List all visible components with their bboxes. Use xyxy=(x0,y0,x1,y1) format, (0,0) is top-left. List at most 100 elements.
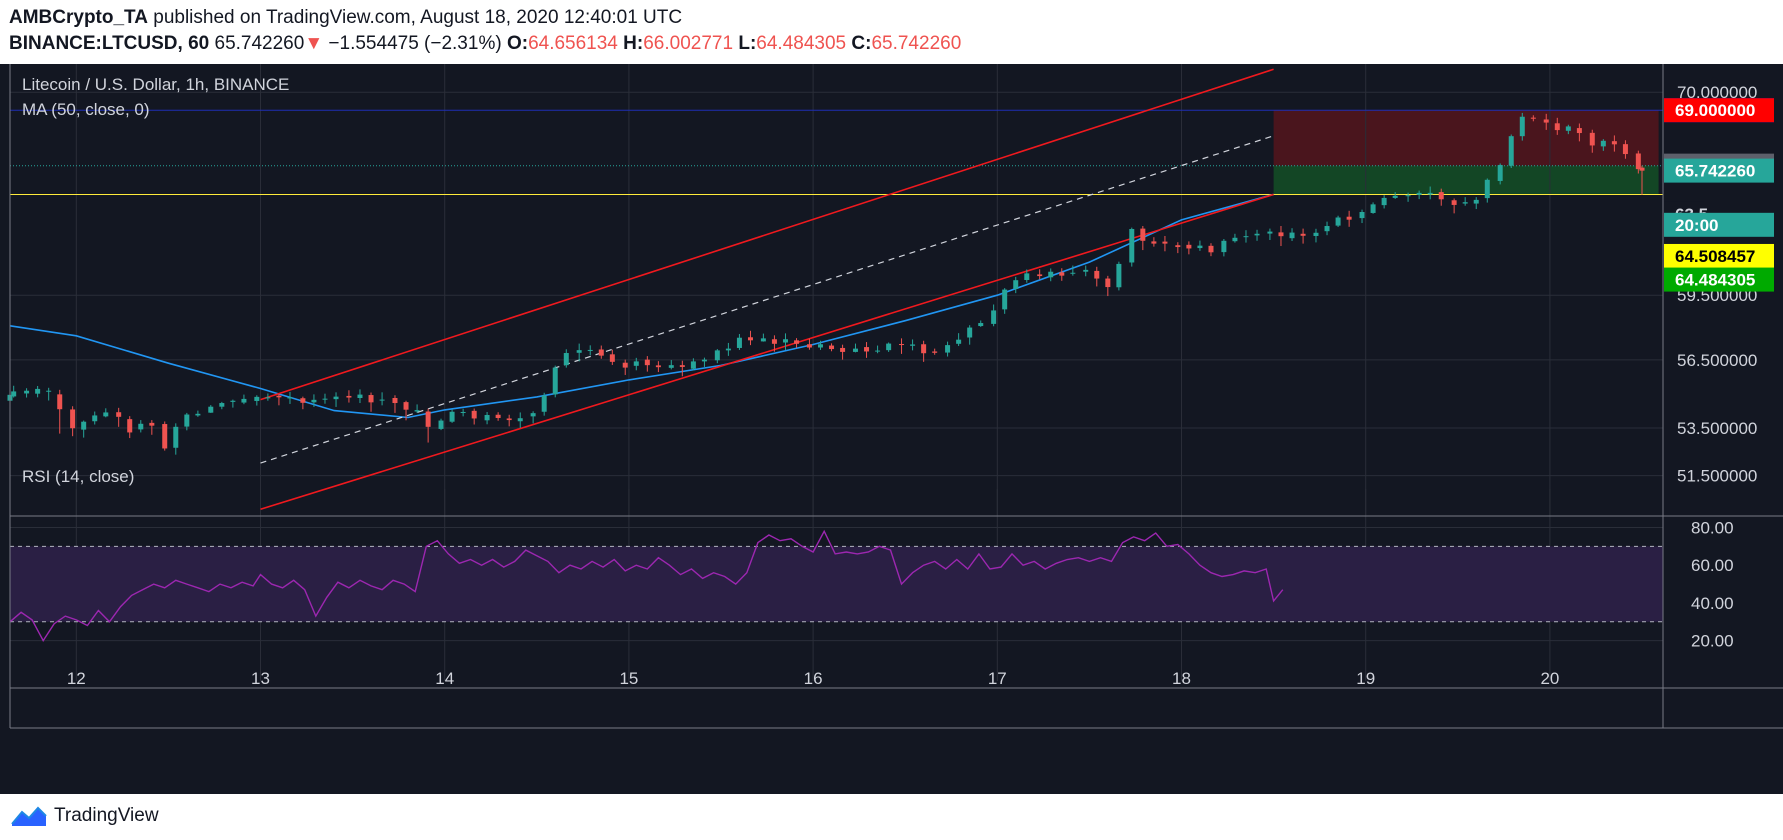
candle-body xyxy=(1278,232,1284,237)
candle-body xyxy=(794,340,800,344)
candle-body xyxy=(840,347,846,352)
candle-body xyxy=(1451,200,1457,205)
candle-body xyxy=(668,365,674,368)
candle-body xyxy=(1024,273,1030,280)
candle-body xyxy=(1473,199,1479,204)
price-label-box xyxy=(1664,243,1774,268)
chart-area[interactable]: 12 13 14 15 16 17 18 19 20 70.000000 59.500000 56.5… xyxy=(0,64,1783,794)
candle-body xyxy=(679,365,685,367)
candle-body xyxy=(1392,195,1398,198)
rsi-tick-label: 80.00 xyxy=(1691,518,1734,537)
open-label: O: xyxy=(506,33,529,54)
candle-body xyxy=(517,418,523,422)
quote-line: BINANCE:LTCUSD, 60 65.742260▼ −1.554475 … xyxy=(9,33,961,55)
candle-body xyxy=(1576,128,1582,134)
candle-body xyxy=(690,361,696,369)
candle-body xyxy=(346,395,352,398)
symbol: BINANCE:LTCUSD, 60 xyxy=(9,33,210,54)
candle-body xyxy=(438,420,444,429)
candle-body xyxy=(471,410,477,419)
y-tick-label: 53.500000 xyxy=(1677,419,1757,438)
candle-body xyxy=(1635,153,1641,170)
candle-body xyxy=(1508,136,1514,166)
low-value: 64.484305 xyxy=(756,33,847,54)
candle-body xyxy=(644,359,650,366)
candle-body xyxy=(1427,192,1433,195)
candle-body xyxy=(736,337,742,348)
candle-body xyxy=(1208,245,1214,253)
footer-brand[interactable]: TradingView xyxy=(54,805,159,826)
candle-body xyxy=(852,348,858,352)
channel-upper-line[interactable] xyxy=(260,68,1274,401)
candle-body xyxy=(1037,274,1043,277)
x-tick-label: 17 xyxy=(988,669,1007,688)
candle-body xyxy=(725,348,731,351)
author-name[interactable]: AMBCrypto_TA xyxy=(9,7,148,28)
candle-body xyxy=(1243,236,1249,238)
price-chart-svg[interactable]: 12 13 14 15 16 17 18 19 2070.00000059.50000056.5… xyxy=(0,64,1783,794)
candle-body xyxy=(541,395,547,412)
candle-body xyxy=(1381,197,1387,206)
publish-line: AMBCrypto_TA published on TradingView.co… xyxy=(9,7,682,29)
candle-body xyxy=(230,400,236,402)
candle-body xyxy=(57,394,63,410)
x-tick-label: 19 xyxy=(1356,669,1375,688)
candle-body xyxy=(1013,280,1019,289)
ma-line[interactable] xyxy=(9,193,1274,419)
candle-body xyxy=(1611,141,1617,145)
candle-body xyxy=(991,310,997,324)
candle-body xyxy=(1232,237,1238,242)
candle-body xyxy=(173,426,179,448)
candle-body xyxy=(392,398,398,404)
candle-body xyxy=(967,327,973,338)
price-label: 64.508457 xyxy=(1675,247,1755,266)
candle-body xyxy=(1370,204,1376,213)
candle-body xyxy=(484,414,490,421)
candle-body xyxy=(1639,167,1645,171)
candle-body xyxy=(1140,228,1146,241)
candle-body xyxy=(771,339,777,344)
candle-body xyxy=(1151,241,1157,244)
ma-legend[interactable]: MA (50, close, 0) xyxy=(22,100,150,119)
channel-lower-line[interactable] xyxy=(260,193,1274,511)
candle-body xyxy=(357,394,363,399)
candle-body xyxy=(1416,192,1422,195)
candle-body xyxy=(184,414,190,427)
trade-zone[interactable] xyxy=(1273,110,1659,166)
candle-body xyxy=(587,349,593,351)
price-label-box xyxy=(1664,158,1774,183)
candle-body xyxy=(899,344,905,346)
candle-body xyxy=(1267,231,1273,234)
candle-body xyxy=(195,413,201,416)
down-arrow-icon: ▼ xyxy=(304,33,324,54)
candle-body xyxy=(1070,272,1076,274)
high-label: H: xyxy=(623,33,644,54)
candle-body xyxy=(1186,244,1192,249)
candle-body xyxy=(655,365,661,368)
candle-body xyxy=(1175,245,1181,248)
trade-zone[interactable] xyxy=(1273,165,1659,195)
rsi-legend[interactable]: RSI (14, close) xyxy=(22,467,134,486)
candle-body xyxy=(1324,226,1330,232)
price-label: 64.484305 xyxy=(1675,271,1755,290)
candle-body xyxy=(945,345,951,353)
x-tick-label: 13 xyxy=(251,669,270,688)
candle-body xyxy=(1600,140,1606,147)
candle-body xyxy=(449,411,455,422)
candle-body xyxy=(322,398,328,400)
candle-body xyxy=(1589,132,1595,146)
candle-body xyxy=(1519,116,1525,137)
channel-median-line[interactable] xyxy=(260,135,1274,464)
candle-body xyxy=(92,415,98,422)
candle-body xyxy=(932,351,938,353)
rsi-tick-label: 20.00 xyxy=(1691,632,1734,651)
rsi-tick-label: 60.00 xyxy=(1691,556,1734,575)
candle-body xyxy=(254,396,260,401)
candle-body xyxy=(598,349,604,356)
candle-body xyxy=(760,338,766,342)
candle-body xyxy=(425,411,431,427)
rsi-line[interactable] xyxy=(9,529,1284,642)
candle-body xyxy=(864,347,870,352)
candle-body xyxy=(1300,233,1306,236)
candle-body xyxy=(817,344,823,348)
